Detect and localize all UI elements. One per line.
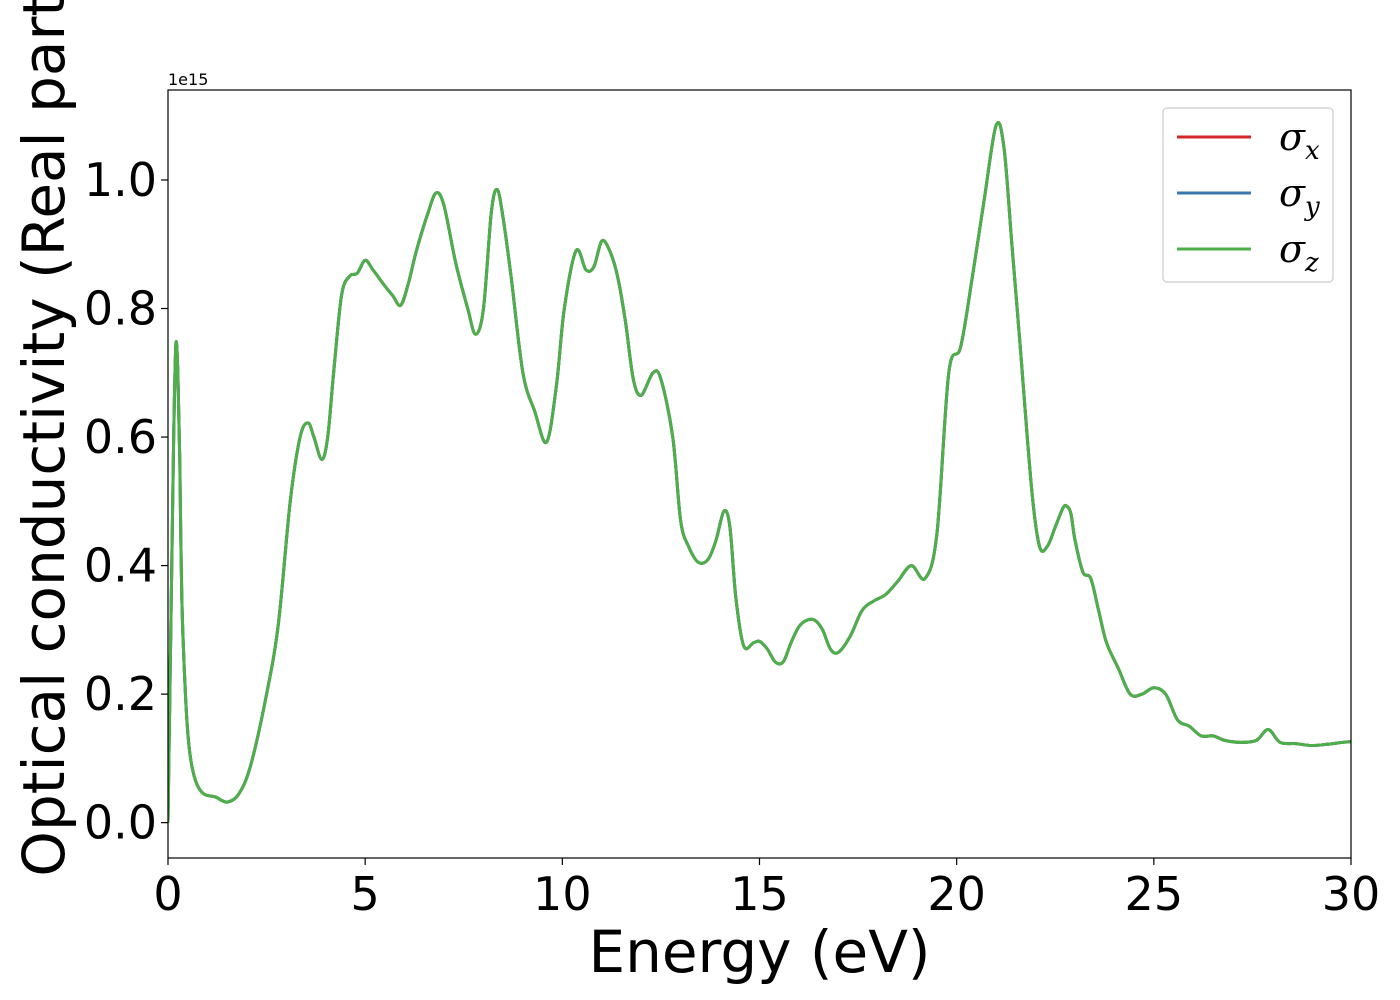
- legend-label-z: σz: [1279, 227, 1319, 278]
- x-tick-label: 25: [1125, 867, 1184, 921]
- x-axis: 0 5 10 15 20 25 30: [153, 858, 1380, 921]
- x-tick-label: 0: [153, 867, 182, 921]
- x-tick-label: 20: [927, 867, 986, 921]
- series-layer: [168, 120, 1351, 823]
- y-axis-label: Optical conductivity (Real part): [10, 0, 78, 877]
- legend-label-x: σx: [1279, 115, 1320, 166]
- y-tick-label: 0.2: [84, 667, 157, 721]
- legend-label-y: σy: [1279, 171, 1320, 222]
- y-tick-label: 1.0: [84, 153, 157, 207]
- x-tick-label: 30: [1322, 867, 1381, 921]
- x-tick-label: 10: [533, 867, 592, 921]
- y-offset-label: 1e15: [168, 70, 208, 89]
- x-tick-label: 5: [351, 867, 380, 921]
- y-tick-label: 0.0: [84, 796, 157, 850]
- y-tick-label: 0.4: [84, 539, 157, 593]
- series-line-z: [168, 120, 1351, 823]
- y-tick-label: 0.6: [84, 410, 157, 464]
- legend-box: [1162, 107, 1334, 283]
- y-tick-label: 0.8: [84, 282, 157, 336]
- y-axis: 0.0 0.2 0.4 0.6 0.8 1.0: [84, 153, 168, 850]
- x-tick-label: 15: [730, 867, 789, 921]
- x-axis-label: Energy (eV): [588, 918, 930, 986]
